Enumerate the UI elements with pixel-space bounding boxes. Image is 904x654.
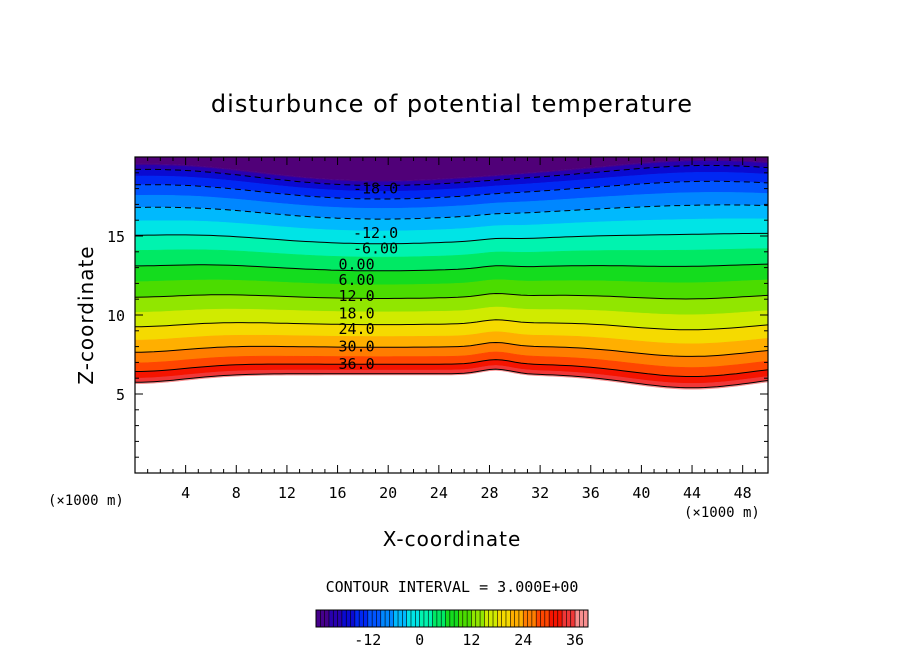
chart-title: disturbunce of potential temperature [211,90,693,118]
colorbar-swatch [510,610,524,627]
x-tick-label: 40 [632,484,650,502]
colorbar-swatch [380,610,395,627]
colorbar-swatch [471,610,485,627]
contour-label: 6.00 [338,271,374,289]
y-tick-labels: 5 10 15 [107,228,125,404]
contour-label: -6.00 [353,240,398,258]
contour-label: 30.0 [338,338,374,356]
contour-label: 36.0 [338,355,374,373]
colorbar-swatch [445,610,459,627]
colorbar-swatch [523,610,537,627]
contour-line [135,204,769,220]
colorbar-tick-label: 0 [415,631,424,649]
colorbar-swatch [354,610,369,627]
colorbar-swatch [393,610,407,627]
x-tick-label: 8 [232,484,241,502]
contour-line [135,263,769,272]
contour-lines [134,164,769,389]
y-axis-label: Z-coordinate [74,245,98,384]
contour-label: 0.00 [338,255,374,273]
contour-interval-text: CONTOUR INTERVAL = 3.000E+00 [326,578,579,596]
x-unit-right: (×1000 m) [684,505,760,521]
contour-line [134,341,769,357]
contour-line [134,368,769,389]
x-tick-label: 20 [379,484,397,502]
x-tick-label: 44 [683,484,701,502]
axis-ticks [135,157,768,473]
colorbar-swatch [497,610,511,627]
x-tick-label: 24 [430,484,448,502]
colorbar-swatch [316,610,330,627]
x-tick-label: 4 [181,484,190,502]
colorbar-swatch [432,610,446,627]
contour-line [134,232,768,245]
contour-line [135,164,769,186]
colorbar-swatch [458,610,472,627]
y-tick-label: 10 [107,307,125,325]
contour-label: 18.0 [338,304,374,322]
contour-label: -12.0 [353,224,398,242]
contour-line [134,292,769,300]
colorbar-swatch [536,610,550,627]
colorbar-swatch [406,610,420,627]
colorbar-swatch [367,610,382,627]
x-axis-label: X-coordinate [383,527,522,551]
colorbar-swatch [341,610,356,627]
colorbar-swatch [549,610,563,627]
x-tick-label: 36 [582,484,600,502]
contour-label: -18.0 [353,180,398,198]
x-tick-label: 32 [531,484,549,502]
colorbar-tick-label: 36 [566,631,584,649]
x-tick-label: 48 [734,484,752,502]
y-tick-label: 5 [116,386,125,404]
contour-fill [134,157,769,390]
contour-band [135,157,768,181]
colorbar-tick-label: 12 [462,631,480,649]
colorbar-swatch [562,610,576,627]
contour-line [135,319,769,331]
colorbar-tick-label: -12 [354,631,381,649]
x-tick-label: 16 [329,484,347,502]
contour-line-labels: -18.0 -12.0-6.000.006.0012.018.024.030.03… [338,180,398,373]
colorbar-swatch [419,610,433,627]
x-unit-left: (×1000 m) [48,493,124,509]
colorbar-swatch [484,610,498,627]
contour-label: 24.0 [338,320,374,338]
contour-label: 12.0 [338,287,374,305]
colorbar-tick-labels: -12 0 12 24 36 [354,631,584,649]
colorbar-swatch [575,610,589,627]
contour-line [135,359,769,377]
x-tick-labels: 4 8 12 16 20 24 28 32 36 40 44 48 [181,484,752,502]
y-tick-label: 15 [107,228,125,246]
colorbar [315,610,589,627]
colorbar-swatch [328,610,343,627]
contour-line [135,180,769,200]
x-tick-label: 28 [480,484,498,502]
colorbar-frame [315,609,589,628]
x-tick-label: 12 [278,484,296,502]
colorbar-tick-label: 24 [514,631,532,649]
